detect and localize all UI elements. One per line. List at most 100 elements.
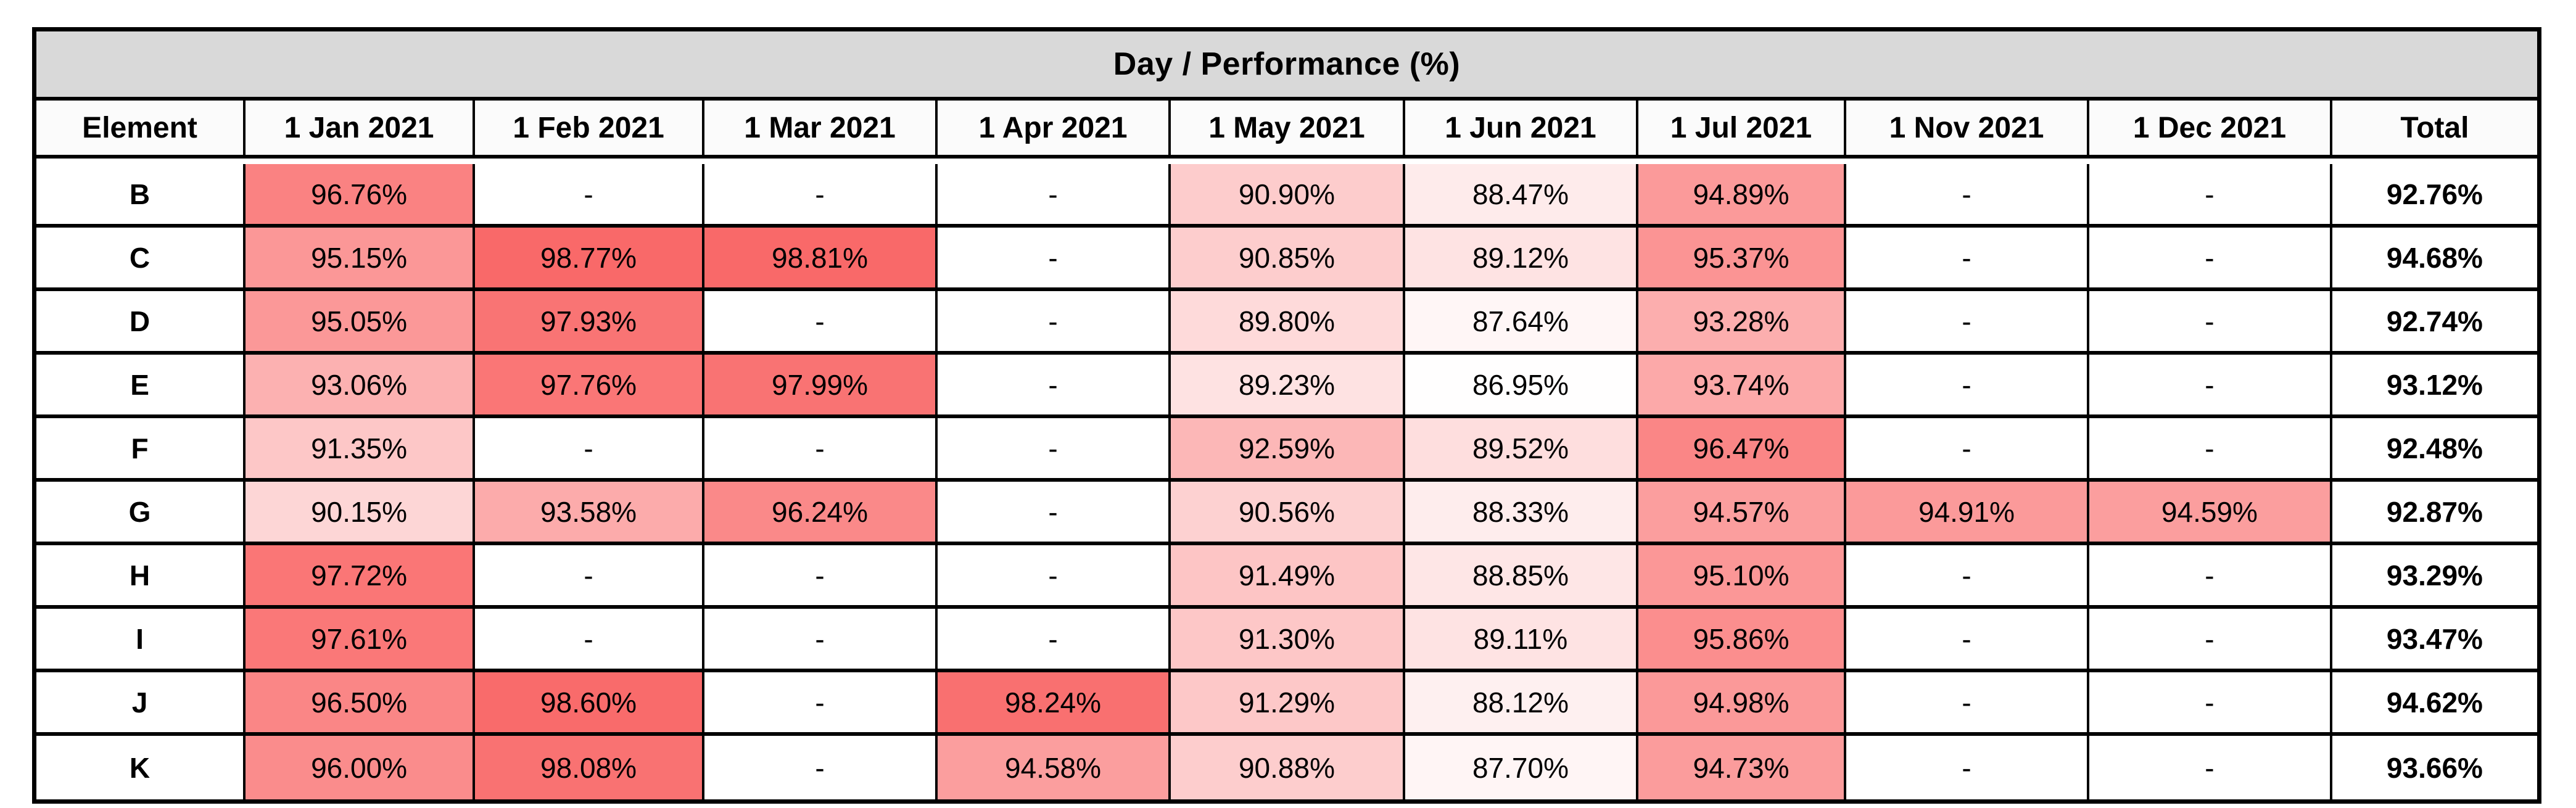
performance-cell: -: [1846, 672, 2089, 736]
row-total-cell: 94.62%: [2332, 672, 2537, 736]
performance-cell: -: [475, 609, 705, 672]
column-header: Total: [2332, 101, 2537, 159]
performance-cell: -: [1846, 609, 2089, 672]
row-total-cell: 92.76%: [2332, 164, 2537, 228]
performance-cell: 96.76%: [246, 164, 476, 228]
performance-cell: 89.12%: [1405, 228, 1638, 291]
performance-cell: -: [1846, 228, 2089, 291]
element-row-label: F: [36, 418, 246, 482]
element-row-label: E: [36, 355, 246, 418]
performance-cell: -: [938, 609, 1171, 672]
performance-cell: 93.28%: [1638, 291, 1847, 355]
performance-cell: -: [2089, 164, 2332, 228]
performance-cell: -: [1846, 736, 2089, 799]
performance-cell: 90.56%: [1171, 482, 1405, 545]
performance-cell: -: [938, 228, 1171, 291]
performance-cell: 88.85%: [1405, 545, 1638, 609]
performance-table: Day / Performance (%) Element 1 Jan 2021 1…: [32, 27, 2541, 804]
performance-cell: 94.89%: [1638, 164, 1847, 228]
performance-cell: 94.98%: [1638, 672, 1847, 736]
performance-cell: 95.37%: [1638, 228, 1847, 291]
performance-cell: -: [938, 164, 1171, 228]
performance-cell: 94.91%: [1846, 482, 2089, 545]
performance-cell: 96.00%: [246, 736, 476, 799]
performance-cell: -: [704, 545, 938, 609]
performance-cell: 90.85%: [1171, 228, 1405, 291]
performance-cell: 95.86%: [1638, 609, 1847, 672]
performance-cell: -: [1846, 418, 2089, 482]
performance-cell: 88.47%: [1405, 164, 1638, 228]
column-header: 1 Mar 2021: [704, 101, 938, 159]
column-header: 1 Jun 2021: [1405, 101, 1638, 159]
performance-cell: -: [938, 291, 1171, 355]
performance-cell: 97.72%: [246, 545, 476, 609]
performance-cell: 98.08%: [475, 736, 705, 799]
performance-cell: 97.93%: [475, 291, 705, 355]
performance-cell: 91.49%: [1171, 545, 1405, 609]
performance-cell: 97.61%: [246, 609, 476, 672]
performance-cell: -: [2089, 228, 2332, 291]
performance-cell: 94.57%: [1638, 482, 1847, 545]
performance-cell: -: [2089, 291, 2332, 355]
row-total-cell: 92.48%: [2332, 418, 2537, 482]
row-total-cell: 93.47%: [2332, 609, 2537, 672]
performance-cell: -: [938, 355, 1171, 418]
performance-cell: 91.30%: [1171, 609, 1405, 672]
column-header: 1 May 2021: [1171, 101, 1405, 159]
performance-cell: 95.05%: [246, 291, 476, 355]
element-row-label: J: [36, 672, 246, 736]
performance-cell: -: [475, 545, 705, 609]
performance-cell: -: [1846, 355, 2089, 418]
column-header: 1 Jul 2021: [1638, 101, 1847, 159]
performance-cell: -: [938, 482, 1171, 545]
performance-cell: 91.29%: [1171, 672, 1405, 736]
performance-cell: 98.81%: [704, 228, 938, 291]
performance-cell: 89.11%: [1405, 609, 1638, 672]
table-grid: Element 1 Jan 2021 1 Feb 2021 1 Mar 2021 1 A…: [36, 101, 2537, 799]
performance-cell: -: [2089, 609, 2332, 672]
element-row-label: D: [36, 291, 246, 355]
performance-cell: 98.60%: [475, 672, 705, 736]
performance-cell: 89.80%: [1171, 291, 1405, 355]
performance-cell: -: [704, 164, 938, 228]
performance-cell: -: [475, 418, 705, 482]
column-header: 1 Nov 2021: [1846, 101, 2089, 159]
performance-cell: -: [704, 291, 938, 355]
column-header: 1 Apr 2021: [938, 101, 1171, 159]
performance-cell: -: [704, 736, 938, 799]
element-row-label: K: [36, 736, 246, 799]
performance-cell: -: [938, 418, 1171, 482]
column-header: Element: [36, 101, 246, 159]
row-total-cell: 92.87%: [2332, 482, 2537, 545]
performance-cell: 88.12%: [1405, 672, 1638, 736]
performance-cell: 95.15%: [246, 228, 476, 291]
column-header: 1 Feb 2021: [475, 101, 705, 159]
element-row-label: C: [36, 228, 246, 291]
performance-cell: -: [2089, 418, 2332, 482]
performance-cell: 89.52%: [1405, 418, 1638, 482]
performance-cell: 98.77%: [475, 228, 705, 291]
table-title: Day / Performance (%): [36, 31, 2537, 101]
performance-cell: 93.06%: [246, 355, 476, 418]
performance-cell: 88.33%: [1405, 482, 1638, 545]
performance-cell: 94.73%: [1638, 736, 1847, 799]
performance-cell: -: [2089, 672, 2332, 736]
row-total-cell: 92.74%: [2332, 291, 2537, 355]
performance-cell: 89.23%: [1171, 355, 1405, 418]
row-total-cell: 93.29%: [2332, 545, 2537, 609]
performance-cell: 96.24%: [704, 482, 938, 545]
performance-cell: 96.50%: [246, 672, 476, 736]
element-row-label: B: [36, 164, 246, 228]
performance-cell: -: [2089, 355, 2332, 418]
performance-cell: 94.58%: [938, 736, 1171, 799]
performance-cell: -: [475, 164, 705, 228]
row-total-cell: 93.66%: [2332, 736, 2537, 799]
performance-cell: -: [2089, 736, 2332, 799]
performance-cell: 97.76%: [475, 355, 705, 418]
element-row-label: H: [36, 545, 246, 609]
performance-cell: 90.15%: [246, 482, 476, 545]
performance-cell: -: [704, 418, 938, 482]
performance-cell: 93.74%: [1638, 355, 1847, 418]
element-row-label: I: [36, 609, 246, 672]
performance-cell: -: [1846, 291, 2089, 355]
